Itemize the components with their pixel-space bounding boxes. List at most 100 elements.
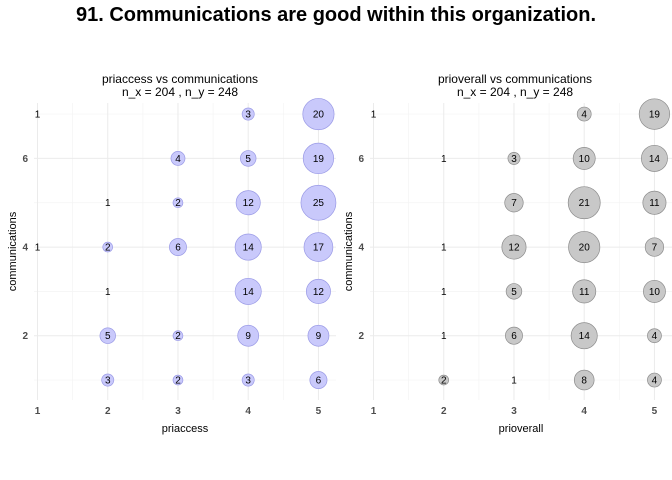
prioverall-bubble-label: 19: [649, 110, 661, 121]
prioverall-bubble-label: 1: [441, 154, 447, 165]
prioverall-bubble-label: 14: [579, 331, 591, 342]
priaccess-bubble-label: 3: [245, 110, 251, 121]
priaccess-bubble: [172, 374, 184, 386]
prioverall-bubble: [567, 186, 601, 220]
prioverall-bubble: [572, 279, 597, 304]
priaccess-bubble: [305, 278, 331, 304]
prioverall-bubble-label: 14: [649, 154, 661, 165]
prioverall-bubble: [644, 237, 665, 257]
priaccess-bubble-label: 5: [245, 154, 251, 165]
priaccess-bubble-label: 14: [243, 287, 255, 298]
prioverall-bubble: [643, 279, 666, 303]
prioverall-bubble: [507, 151, 521, 165]
priaccess-x-tick: 4: [245, 406, 251, 417]
priaccess-bubble-label: 19: [313, 154, 325, 165]
priaccess-bubble-label: 12: [243, 198, 255, 209]
priaccess-bubble: [303, 232, 334, 262]
priaccess-bubble: [302, 98, 335, 131]
priaccess-x-tick: 5: [316, 406, 322, 417]
priaccess-panel-subtitle: n_x = 204 , n_y = 248: [122, 85, 238, 99]
priaccess-bubble: [169, 238, 187, 256]
priaccess-bubble-label: 1: [35, 110, 41, 121]
priaccess-bubble: [240, 150, 257, 167]
prioverall-bubble: [642, 190, 667, 215]
prioverall-bubble-label: 3: [511, 154, 517, 165]
priaccess-bubble: [101, 373, 115, 387]
prioverall-bubble: [647, 372, 662, 388]
prioverall-x-tick: 2: [441, 406, 447, 417]
prioverall-x-tick: 4: [581, 406, 587, 417]
prioverall-bubble-label: 10: [579, 154, 591, 165]
prioverall-x-tick: 1: [371, 406, 377, 417]
priaccess-x-axis-title: priaccess: [162, 423, 209, 435]
prioverall-bubble: [505, 283, 523, 300]
priaccess-bubble-label: 3: [105, 376, 111, 387]
priaccess-x-tick: 1: [35, 406, 41, 417]
prioverall-bubble: [504, 193, 524, 213]
prioverall-bubble: [573, 369, 595, 391]
prioverall-bubble-label: 11: [579, 287, 590, 298]
priaccess-bubble: [234, 233, 262, 261]
prioverall-bubble-label: 1: [511, 376, 517, 387]
priaccess-panel: 1 2 3 4 5246priaccesscommunicationspriaccess…: [7, 72, 337, 435]
priaccess-x-tick: 2: [105, 406, 111, 417]
prioverall-panel-title: prioverall vs communications: [438, 72, 592, 86]
priaccess-bubble-label: 25: [313, 198, 325, 209]
priaccess-bubble: [309, 371, 328, 389]
prioverall-bubble-label: 2: [441, 376, 447, 387]
priaccess-bubble: [237, 324, 260, 347]
priaccess-bubble-label: 2: [105, 243, 111, 254]
priaccess-bubble-label: 5: [105, 331, 111, 342]
priaccess-x-tick: 3: [175, 406, 181, 417]
priaccess-bubble-label: 12: [313, 287, 325, 298]
prioverall-bubble: [505, 326, 523, 345]
prioverall-y-tick: 4: [358, 243, 364, 254]
prioverall-bubble: [647, 328, 662, 344]
priaccess-y-tick: 6: [22, 154, 28, 165]
prioverall-bubble-label: 12: [508, 243, 520, 254]
priaccess-bubble: [302, 142, 335, 175]
prioverall-bubble: [570, 322, 598, 350]
prioverall-bubble-label: 20: [579, 243, 591, 254]
priaccess-bubble-label: 6: [175, 243, 181, 254]
priaccess-bubble-label: 2: [175, 198, 181, 209]
priaccess-bubble: [99, 327, 116, 344]
priaccess-bubble-label: 1: [105, 287, 111, 298]
priaccess-bubble: [241, 373, 255, 387]
priaccess-bubble-label: 3: [245, 376, 251, 387]
priaccess-bubble-label: 20: [313, 110, 325, 121]
prioverall-bubble-label: 7: [652, 243, 658, 254]
prioverall-bubble: [572, 146, 596, 170]
prioverall-bubble-label: 11: [649, 198, 660, 209]
priaccess-y-axis-title: communications: [7, 211, 19, 291]
prioverall-bubble-label: 5: [511, 287, 517, 298]
prioverall-bubble: [438, 374, 450, 386]
priaccess-bubble-label: 4: [175, 154, 181, 165]
priaccess-bubble-label: 6: [316, 376, 322, 387]
prioverall-bubble-label: 8: [581, 376, 587, 387]
prioverall-bubble-label: 1: [441, 243, 447, 254]
prioverall-bubble-label: 4: [652, 331, 658, 342]
prioverall-bubble-label: 6: [511, 331, 517, 342]
prioverall-bubble: [638, 98, 671, 130]
prioverall-bubble-label: 4: [652, 376, 658, 387]
prioverall-panel-subtitle: n_x = 204 , n_y = 248: [457, 85, 573, 99]
prioverall-bubble-label: 1: [441, 331, 447, 342]
priaccess-bubble-label: 14: [243, 243, 255, 254]
prioverall-bubble: [576, 106, 592, 122]
prioverall-bubble-label: 7: [511, 198, 517, 209]
prioverall-y-tick: 2: [358, 331, 364, 342]
priaccess-bubble-label: 9: [245, 331, 251, 342]
prioverall-bubble: [501, 234, 527, 260]
priaccess-bubble-label: 2: [175, 376, 181, 387]
prioverall-bubble-label: 4: [581, 110, 587, 121]
priaccess-bubble: [102, 241, 114, 253]
prioverall-x-axis-title: prioverall: [499, 423, 544, 435]
priaccess-bubble: [307, 324, 330, 347]
priaccess-bubble: [241, 107, 255, 121]
priaccess-bubble-label: 17: [313, 243, 325, 254]
prioverall-bubble-label: 10: [649, 287, 661, 298]
priaccess-bubble-label: 9: [316, 331, 322, 342]
priaccess-panel-title: priaccess vs communications: [102, 72, 258, 86]
